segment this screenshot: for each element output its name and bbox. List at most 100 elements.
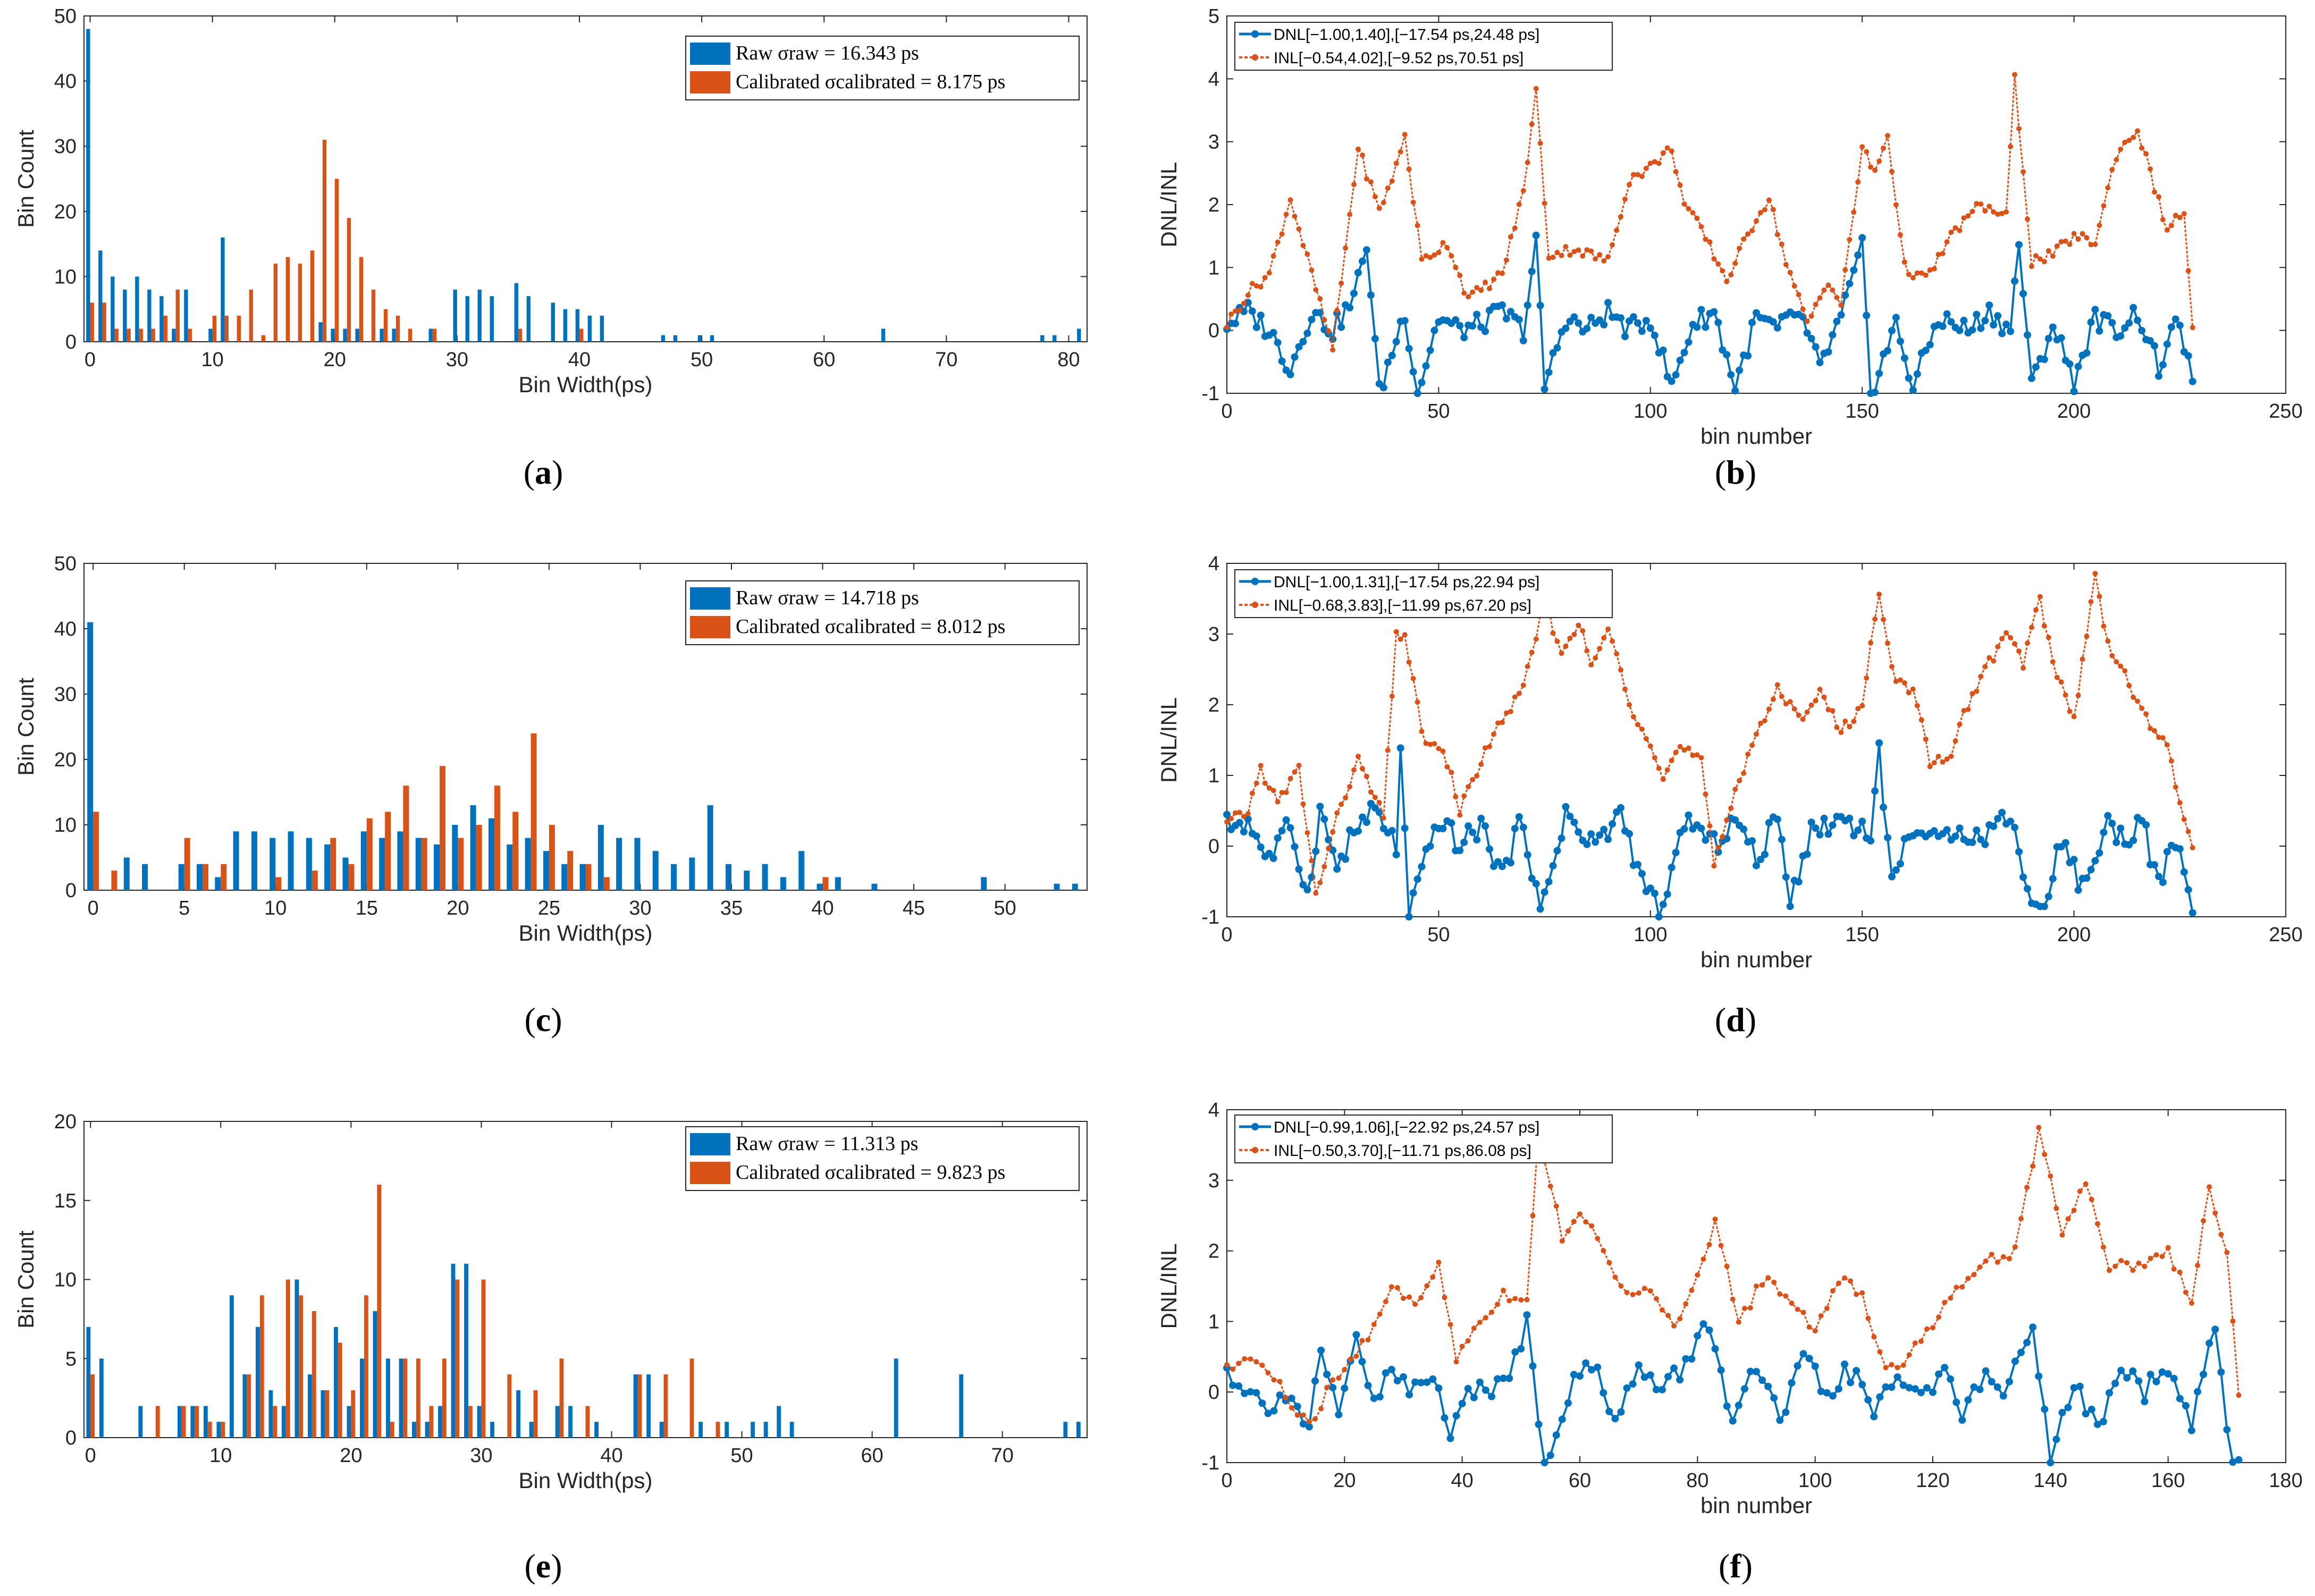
inl-point [1618, 667, 1623, 673]
inl-point [1583, 1219, 1589, 1225]
raw-bar [762, 864, 768, 890]
y-tick-label: 2 [1208, 194, 1219, 216]
inl-point [1745, 231, 1751, 237]
inl-point [1495, 720, 1501, 726]
inl-point [2021, 665, 2026, 671]
inl-point [1339, 801, 1344, 807]
y-axis-label: Bin Count [13, 678, 38, 776]
inl-point [1779, 694, 1784, 699]
x-axis-label: bin number [1701, 1493, 1812, 1518]
dnl-point [1460, 838, 1468, 846]
y-tick-label: 30 [54, 136, 77, 158]
calibrated-bar [468, 1406, 473, 1438]
inl-point [1872, 167, 1878, 173]
dnl-point [1235, 818, 1243, 826]
dnl-point [2095, 327, 2103, 335]
dnl-point [1346, 304, 1354, 311]
dnl-point [1333, 865, 1341, 873]
inl-point [1324, 1384, 1330, 1390]
raw-bar [318, 322, 323, 342]
inl-point [1635, 172, 1640, 178]
legend-inl-label: INL[−0.68,3.83],[−11.99 ps,67.20 ps] [1274, 597, 1531, 614]
dnl-point [1358, 1358, 1366, 1365]
inl-point [1647, 161, 1653, 166]
inl-point [1830, 1288, 1836, 1294]
inl-point [1478, 762, 1484, 767]
inl-point [1489, 1310, 1494, 1315]
dnl-point [1258, 1399, 1266, 1407]
inl-point [1783, 701, 1789, 707]
inl-point [1720, 834, 1725, 840]
dnl-point [1913, 370, 1921, 378]
dnl-point [1658, 1386, 1666, 1394]
inl-point [2092, 571, 2098, 577]
inl-point [2218, 1231, 2224, 1237]
inl-point [1758, 721, 1763, 726]
dnl-point [1858, 1381, 1866, 1389]
dnl-point [1782, 1408, 1790, 1416]
y-tick-label: 20 [54, 1111, 77, 1133]
dnl-point [1736, 366, 1744, 374]
dnl-point [1264, 1409, 1272, 1417]
inl-point [2183, 1289, 2188, 1295]
inl-point [1656, 161, 1662, 166]
inl-point [2236, 1392, 2242, 1398]
raw-bar [221, 237, 225, 342]
inl-point [1669, 148, 1674, 154]
raw-bar [725, 864, 731, 890]
inl-point [1277, 1379, 1283, 1384]
inl-point [1542, 200, 1547, 206]
inl-point [2071, 1207, 2077, 1213]
x-tick-label: 80 [1057, 349, 1080, 371]
x-axis-label: Bin Width(ps) [518, 372, 652, 397]
inl-point [1483, 1315, 1488, 1321]
dnl-point [1968, 326, 1976, 334]
x-tick-label: 5 [179, 897, 190, 919]
inl-point [1436, 1260, 1442, 1265]
calibrated-bar [111, 871, 117, 890]
dnl-point [1672, 849, 1680, 857]
raw-bar [412, 1422, 416, 1438]
dnl-point [1638, 870, 1646, 877]
calibrated-bar [371, 289, 376, 342]
dnl-point [1536, 905, 1544, 913]
inl-point [1639, 173, 1645, 179]
dnl-point [2095, 849, 2103, 857]
inl-point [1635, 722, 1640, 728]
inl-point [1321, 864, 1327, 869]
inl-point [1491, 731, 1496, 737]
dnl-point [1682, 1355, 1690, 1363]
dnl-point [1523, 301, 1531, 309]
dnl-point [1664, 1373, 1672, 1381]
inl-point [1533, 636, 1539, 642]
calibrated-bar [518, 328, 523, 342]
dnl-point [1731, 387, 1739, 395]
x-tick-label: 0 [85, 1445, 96, 1467]
dnl-point [2091, 857, 2099, 865]
raw-bar [438, 1406, 442, 1438]
inl-point [1944, 756, 1950, 762]
inl-point [2139, 705, 2145, 711]
inl-point [1348, 1356, 1353, 1362]
raw-bar [373, 1311, 377, 1438]
dnl-point [1640, 1373, 1648, 1381]
raw-bar [334, 1327, 338, 1438]
dnl-point [1549, 349, 1557, 357]
inl-point [2224, 1249, 2230, 1255]
inl-point [1627, 182, 1632, 188]
raw-bar [470, 805, 476, 890]
raw-bar [871, 883, 878, 890]
dnl-point [1685, 811, 1693, 819]
inl-point [2130, 1268, 2136, 1273]
dnl-point [2146, 1371, 2154, 1379]
dnl-point [2155, 372, 2162, 380]
inl-point [1501, 1287, 1506, 1293]
inl-point [1813, 698, 1819, 704]
calibrated-bar [285, 257, 290, 342]
dnl-point [1867, 837, 1875, 845]
inl-point [2207, 1184, 2212, 1190]
raw-bar [710, 335, 714, 342]
dnl-point [1481, 822, 1489, 830]
inl-point [1694, 752, 1700, 758]
x-tick-label: 250 [2269, 924, 2302, 946]
